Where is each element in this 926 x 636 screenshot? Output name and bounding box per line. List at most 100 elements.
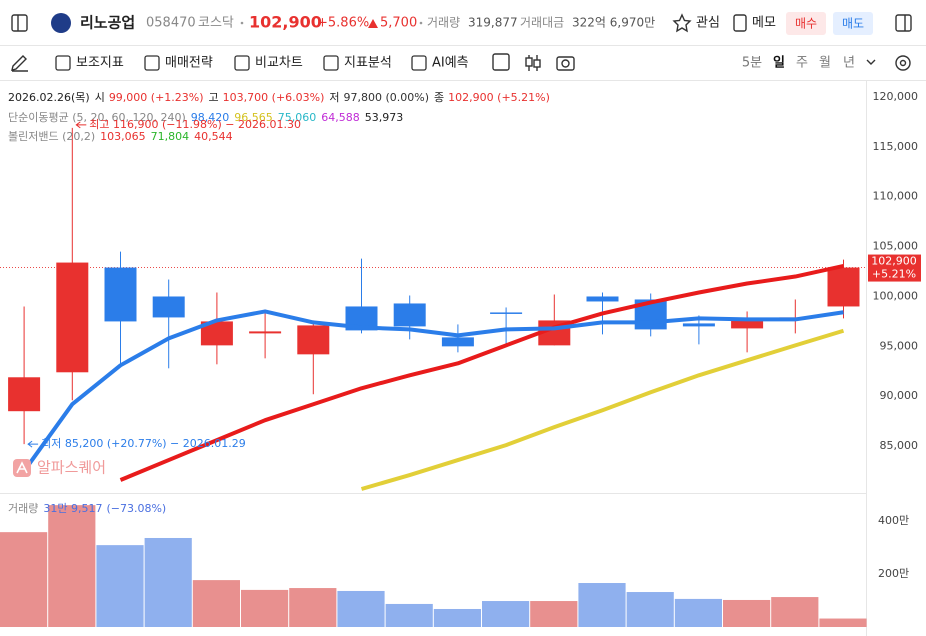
period-group: 5분 일 주 월 년 — [742, 56, 855, 71]
y-tick-label: 95,000 — [880, 339, 919, 352]
volume-bar — [433, 608, 481, 627]
indicator-value: 103,065 — [100, 130, 146, 143]
volume-bar — [144, 537, 192, 627]
indicator-value: 75,060 — [278, 111, 317, 124]
volume-bar — [48, 505, 96, 627]
indicator-title: 단순이동평균 (5, 20, 60, 120, 240) — [8, 111, 186, 124]
memo-icon[interactable] — [733, 14, 747, 32]
tool-group: 보조지표 매매전략 비교차트 지표분석 AI예측 — [55, 55, 469, 71]
stock-name: 리노공업 — [80, 14, 135, 32]
volume-legend: 거래량 31만 9,517 (−73.08%) — [8, 502, 166, 515]
tool-icon[interactable] — [144, 55, 160, 71]
volume-bar — [482, 601, 530, 627]
annotation: 최고 116,900 (−11.98%) − 2026.01.30 — [89, 118, 301, 131]
candle-body — [8, 377, 41, 412]
camera-lens — [561, 59, 570, 68]
volume-plot: 400만 200만 거래량 31만 9,517 (−73.08%) — [0, 502, 909, 627]
change: 5,700 — [380, 16, 417, 31]
moving-average-line — [119, 263, 844, 482]
dot — [240, 21, 244, 25]
camera-icon[interactable] — [556, 56, 575, 71]
up-triangle — [368, 19, 378, 28]
tool-icon[interactable] — [55, 55, 71, 71]
side-panel-icon[interactable] — [895, 14, 912, 32]
candle-body — [249, 331, 282, 334]
indicator-value: 98,420 — [191, 111, 230, 124]
sell-pill[interactable] — [833, 12, 873, 35]
volume-bar — [530, 601, 578, 627]
tool-button[interactable]: 보조지표 — [76, 56, 124, 71]
settings-icon-center — [899, 59, 907, 67]
period-button[interactable]: 일 — [773, 56, 785, 71]
last-price-box — [868, 254, 921, 282]
volume-bar — [241, 589, 289, 627]
period-button[interactable]: 5분 — [742, 56, 762, 71]
candle-body — [490, 312, 523, 314]
candle-body — [200, 321, 233, 346]
volume-bar — [626, 592, 674, 627]
ohlc-value: 103,700 (+6.03%) — [223, 91, 325, 104]
amount: 322억 6,970만 — [572, 16, 655, 30]
ohlc-value: 97,800 (0.00%) — [344, 91, 430, 104]
tool-icon[interactable] — [234, 55, 250, 71]
y-tick-label: 85,000 — [880, 439, 919, 452]
tool-button[interactable]: 비교차트 — [255, 56, 303, 71]
volume-bar — [819, 618, 867, 627]
tool-button[interactable]: 지표분석 — [344, 56, 392, 71]
price: 102,900 — [249, 13, 322, 32]
y-tick-label: 90,000 — [880, 389, 919, 402]
tool-button[interactable]: AI예측 — [432, 56, 469, 71]
candle-body — [56, 262, 89, 373]
ohlc-label: 종 — [434, 91, 444, 104]
volume-bar — [192, 580, 240, 627]
volume-bar — [0, 532, 48, 627]
chevron[interactable] — [866, 59, 876, 65]
candle-body — [731, 319, 764, 329]
overlay: 120,000 115,000 110,000 105,000 100,000 95,00… — [8, 90, 921, 477]
candle-body — [297, 325, 330, 355]
annotation-arrow — [27, 440, 39, 448]
candle-body — [393, 303, 426, 327]
settings-icon[interactable] — [895, 55, 911, 71]
panel-icon[interactable] — [11, 14, 28, 32]
volume-bar — [385, 603, 433, 627]
candle-icon-body — [525, 57, 533, 67]
price-plot — [0, 127, 866, 491]
volume-change: (−73.08%) — [106, 502, 166, 515]
watch-button[interactable]: 관심 — [696, 16, 720, 31]
volume-bar — [578, 583, 626, 627]
draw-icon[interactable] — [11, 55, 28, 72]
period-button[interactable]: 년 — [843, 56, 855, 71]
period-button[interactable]: 주 — [796, 56, 808, 71]
candle-body — [586, 296, 619, 302]
indicator-title: 볼린저밴드 (20,2) — [8, 130, 95, 143]
stock-logo — [51, 13, 71, 33]
ohlc-value: 99,000 (+1.23%) — [109, 91, 204, 104]
candle-body — [682, 323, 715, 327]
indicator-value: 53,973 — [365, 111, 404, 124]
tool-button[interactable]: 매매전략 — [165, 56, 213, 71]
y-tick-label: 105,000 — [873, 240, 919, 253]
buy-button[interactable]: 매수 — [795, 17, 817, 31]
tool-icon[interactable] — [323, 55, 339, 71]
indicator-value: 71,804 — [151, 130, 190, 143]
memo-button[interactable]: 메모 — [752, 16, 776, 31]
sell-button[interactable]: 매도 — [842, 17, 864, 31]
star-icon[interactable] — [672, 13, 692, 33]
last-price-label: 102,900 — [871, 255, 917, 268]
annotation: 최저 85,200 (+20.77%) − 2026.01.29 — [41, 437, 246, 450]
volume-bar — [289, 588, 337, 627]
ohlc-label: 고 — [209, 91, 219, 104]
buy-pill[interactable] — [786, 12, 826, 35]
y-tick-label: 200만 — [878, 567, 909, 580]
ohlc-info: 2026.02.26(목) 시 99,000 (+1.23%) 고 103,700 (+… — [8, 91, 550, 104]
last-change-label: +5.21% — [872, 268, 916, 281]
period-button[interactable]: 월 — [819, 56, 831, 71]
tool-icon[interactable] — [411, 55, 427, 71]
ohlc-label: 시 — [95, 91, 105, 104]
volume-bar — [337, 590, 385, 627]
volume-label: 거래량 — [427, 16, 460, 30]
layout-icon[interactable] — [492, 53, 510, 71]
